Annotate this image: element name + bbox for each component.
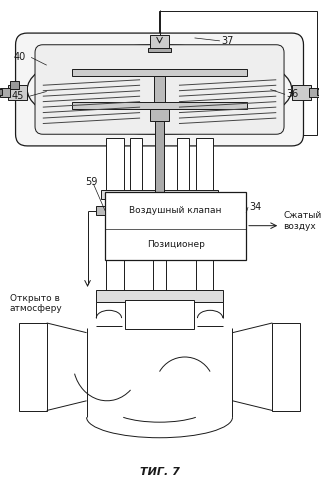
Text: Открыто в
атмосферу: Открыто в атмосферу: [10, 294, 62, 313]
Bar: [195, 138, 213, 192]
Bar: [154, 76, 165, 103]
Text: ΤИГ. 7: ΤИГ. 7: [140, 467, 179, 477]
Bar: [158, 10, 317, 135]
Bar: [0, 88, 10, 98]
Text: 34: 34: [249, 202, 261, 212]
Bar: [96, 206, 105, 215]
Bar: [292, 84, 311, 100]
Text: 45: 45: [12, 92, 24, 102]
Bar: [317, 90, 323, 96]
Bar: [126, 300, 194, 329]
Text: 36: 36: [286, 90, 298, 100]
Bar: [0, 90, 2, 96]
Bar: [309, 88, 319, 98]
FancyBboxPatch shape: [35, 45, 284, 134]
Bar: [177, 138, 189, 192]
Text: Позиционер: Позиционер: [147, 240, 205, 249]
Bar: [153, 260, 166, 294]
Text: 37: 37: [221, 36, 233, 46]
Bar: [101, 190, 218, 200]
FancyBboxPatch shape: [15, 33, 303, 146]
FancyBboxPatch shape: [87, 328, 233, 437]
Text: 59: 59: [86, 177, 98, 187]
Bar: [105, 192, 246, 260]
Bar: [72, 102, 247, 109]
Bar: [8, 84, 27, 100]
Text: Воздушный клапан: Воздушный клапан: [129, 206, 222, 215]
Bar: [130, 138, 142, 192]
Bar: [96, 290, 223, 302]
Text: Сжатый
воздух: Сжатый воздух: [283, 211, 321, 231]
Text: 40: 40: [14, 52, 26, 62]
Bar: [10, 80, 19, 88]
Bar: [150, 35, 169, 48]
Bar: [150, 109, 169, 120]
Bar: [195, 260, 213, 294]
Bar: [72, 69, 247, 76]
Bar: [19, 323, 47, 410]
Bar: [106, 260, 124, 294]
Bar: [106, 138, 124, 192]
Bar: [155, 120, 164, 192]
Bar: [148, 48, 171, 52]
Bar: [272, 323, 299, 410]
